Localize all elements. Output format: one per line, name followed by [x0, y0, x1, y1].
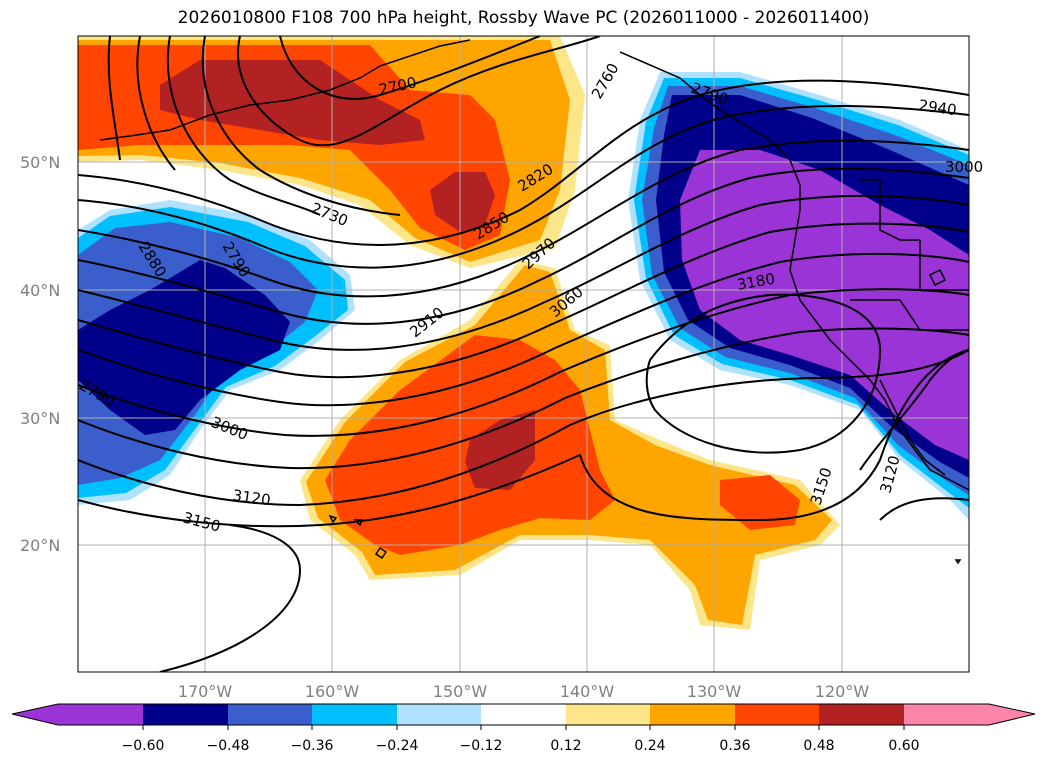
latitude-labels: 50°N 40°N 30°N 20°N [20, 153, 60, 555]
contour-label: 3150 [807, 465, 836, 507]
lon-label-150w: 150°W [433, 682, 488, 701]
colorbar-tick: −0.12 [460, 738, 503, 754]
lon-label-170w: 170°W [178, 682, 233, 701]
colorbar-tick: −0.48 [207, 738, 250, 754]
coastlines [99, 39, 969, 565]
contour-label: 2730 [309, 199, 351, 230]
lat-label-40n: 40°N [20, 281, 60, 300]
colorbar-segment [397, 704, 481, 725]
map-frame [77, 35, 970, 673]
colorbar-extend-high [989, 704, 1035, 725]
colorbar-tick: 0.36 [719, 738, 750, 754]
map-title: 2026010800 F108 700 hPa height, Rossby W… [177, 8, 870, 28]
colorbar-segment [312, 704, 397, 725]
colorbar-tick: −0.36 [291, 738, 334, 754]
positive-anomaly-subtropics-036b [720, 475, 800, 530]
colorbar-extend-low [12, 704, 58, 725]
colorbar-segment [566, 704, 650, 725]
contour-label: 2940 [917, 96, 957, 119]
positive-anomaly-subtropics-048 [465, 410, 535, 490]
colorbar-segment [481, 704, 566, 725]
colorbar-segment [735, 704, 819, 725]
negative-anomaly-east-060 [680, 150, 969, 460]
lat-label-30n: 30°N [20, 409, 60, 428]
colorbar-tick: 0.48 [803, 738, 834, 754]
lat-label-50n: 50°N [20, 153, 60, 172]
height-contours [78, 36, 969, 672]
colorbar-segment [58, 704, 143, 725]
colorbar-segment [143, 704, 228, 725]
lat-label-20n: 20°N [20, 536, 60, 555]
graticule [78, 36, 969, 672]
lon-label-130w: 130°W [687, 682, 742, 701]
contour-label: 2910 [406, 303, 447, 341]
colorbar-tick: −0.60 [122, 738, 165, 754]
contour-label: 3000 [945, 158, 983, 176]
colorbar-tick: 0.60 [888, 738, 919, 754]
lon-label-160w: 160°W [305, 682, 360, 701]
lon-label-120w: 120°W [815, 682, 870, 701]
colorbar-segment [819, 704, 904, 725]
contour-label: 2760 [588, 60, 623, 102]
colorbar-outline [11, 703, 1036, 726]
longitude-labels: 170°W 160°W 150°W 140°W 130°W 120°W [178, 682, 870, 701]
contour-label: 3120 [231, 486, 271, 509]
colorbar-tick: 0.24 [634, 738, 665, 754]
colorbar: −0.60 −0.48 −0.36 −0.24 −0.12 0.12 0.24 … [11, 703, 1036, 754]
anomaly-fields [78, 36, 969, 630]
positive-anomaly-north-pacific-048b [430, 172, 495, 232]
colorbar-tick: 0.12 [550, 738, 581, 754]
colorbar-segment [650, 704, 735, 725]
contour-label: 3150 [181, 508, 223, 535]
positive-anomaly-north-pacific-048a [160, 60, 425, 145]
colorbar-tick: −0.24 [376, 738, 419, 754]
colorbar-segment [904, 704, 989, 725]
lon-label-140w: 140°W [560, 682, 615, 701]
colorbar-segment [228, 704, 312, 725]
